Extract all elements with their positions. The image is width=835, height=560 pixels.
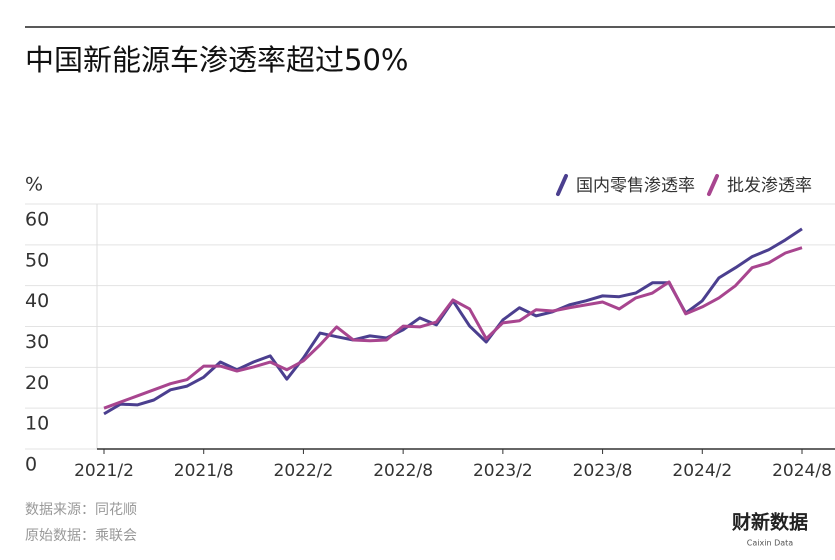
logo-sub: Caixin Data <box>747 539 793 548</box>
x-tick-label: 2022/8 <box>373 461 433 481</box>
x-tick-label: 2022/2 <box>274 461 334 481</box>
y-tick-label: 20 <box>25 372 49 394</box>
legend-label: 国内零售渗透率 <box>576 176 695 196</box>
chart-title: 中国新能源车渗透率超过50% <box>25 43 408 77</box>
series-line <box>103 227 803 416</box>
x-tick-label: 2023/2 <box>473 461 533 481</box>
y-axis-label: % <box>25 174 43 196</box>
y-tick-label: 10 <box>25 413 49 435</box>
x-tick-label: 2021/8 <box>174 461 234 481</box>
x-tick-label: 2024/2 <box>672 461 732 481</box>
original-source: 原始数据：乘联会 <box>25 528 137 544</box>
y-tick-label: 60 <box>25 209 49 231</box>
source: 数据来源：同花顺 <box>25 502 137 518</box>
series-line <box>103 246 803 410</box>
y-tick-label: 40 <box>25 290 49 312</box>
legend-swatch <box>556 174 568 196</box>
x-tick-label: 2021/2 <box>74 461 134 481</box>
x-tick-label: 2024/8 <box>772 461 832 481</box>
y-tick-label: 0 <box>25 454 37 476</box>
logo: 财新数据 <box>732 511 808 534</box>
legend-swatch <box>707 174 719 196</box>
x-tick-label: 2023/8 <box>573 461 633 481</box>
legend-label: 批发渗透率 <box>727 176 812 196</box>
y-tick-label: 30 <box>25 331 49 353</box>
y-tick-label: 50 <box>25 249 49 271</box>
